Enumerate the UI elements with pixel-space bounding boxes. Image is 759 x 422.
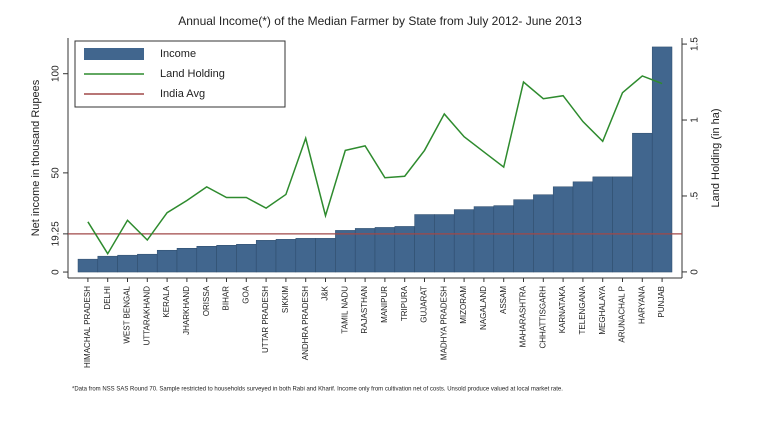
bar <box>354 228 376 273</box>
bar <box>216 245 237 273</box>
x-tick-label: ARUNACHAL P <box>618 286 627 343</box>
legend-swatch <box>84 48 144 60</box>
y-axis-title: Net income in thousand Rupees <box>30 79 42 236</box>
y2-tick-label: 1 <box>690 117 701 123</box>
line-series <box>87 75 663 256</box>
x-tick-label: NAGALAND <box>479 286 488 330</box>
y2-tick-label: .5 <box>690 191 701 200</box>
bar <box>612 176 633 273</box>
bar <box>552 186 574 273</box>
x-tick-label: GUJARAT <box>420 286 429 323</box>
x-tick-label: TAMIL NADU <box>340 286 349 334</box>
x-tick-label: MAHARASHTRA <box>519 285 528 347</box>
legend-label: Income <box>160 48 196 60</box>
x-tick-label: HIMACHAL PRADESH <box>83 286 92 368</box>
x-tick-label: MEGHALAYA <box>598 285 607 334</box>
x-tick-label: TRIPURA <box>400 285 409 321</box>
y2-tick-label: 1.5 <box>690 37 701 51</box>
bar <box>572 181 594 273</box>
x-tick-label: ORISSA <box>202 285 211 316</box>
x-tick-label: KARNATAKA <box>558 285 567 333</box>
footnote: *Data from NSS SAS Round 70. Sample rest… <box>72 387 563 393</box>
y-tick-label: 100 <box>51 65 62 82</box>
x-tick-label: GOA <box>241 285 250 303</box>
bar <box>592 176 613 273</box>
chart-title: Annual Income(*) of the Median Farmer by… <box>178 14 582 28</box>
x-tick-label: BIHAR <box>222 286 231 311</box>
bar <box>117 254 138 273</box>
x-tick-label: ANDHRA PRADESH <box>301 286 310 360</box>
y2-tick-label: 0 <box>690 269 701 275</box>
bar <box>77 258 99 273</box>
y-tick-label: 0 <box>51 269 62 275</box>
bar <box>156 249 178 273</box>
x-tick-label: TELENGANA <box>578 285 587 334</box>
x-tick-label: ASSAM <box>499 286 508 314</box>
x-tick-label: PUNJAB <box>657 286 666 318</box>
legend-label: Land Holding <box>160 68 225 80</box>
bar <box>434 214 455 273</box>
bar <box>137 253 158 273</box>
x-tick-label: RAJASTHAN <box>360 286 369 334</box>
x-tick-label: UTTARAKHAND <box>142 286 151 346</box>
bar <box>493 205 514 273</box>
y2-axis-title: Land Holding (in ha) <box>710 108 722 207</box>
x-tick-label: JHARKHAND <box>182 286 191 335</box>
x-tick-label: CHHATTISGARH <box>538 286 547 349</box>
bar <box>453 209 475 273</box>
x-tick-label: HARYANA <box>637 285 646 324</box>
bar <box>176 247 198 273</box>
bar <box>97 255 118 273</box>
y-tick-label: 50 <box>51 167 62 179</box>
bar <box>513 199 534 273</box>
x-tick-label: J&K <box>321 285 330 300</box>
bar <box>295 238 316 273</box>
bar <box>196 246 217 273</box>
x-tick-label: MANIPUR <box>380 286 389 323</box>
x-tick-label: MADHYA PRADESH <box>439 286 448 360</box>
y-tick-label: 19.25 <box>51 221 62 246</box>
x-tick-label: SIKKIM <box>281 286 290 313</box>
x-tick-label: UTTAR PRADESH <box>261 286 270 353</box>
bar <box>236 244 257 273</box>
x-tick-label: MIZORAM <box>459 286 468 324</box>
bar <box>275 239 297 273</box>
bar <box>473 206 495 273</box>
bar <box>632 132 653 273</box>
bar <box>414 214 435 273</box>
bar <box>255 240 277 273</box>
x-tick-label: DELHI <box>103 286 112 310</box>
x-tick-label: KERALA <box>162 285 171 317</box>
bar <box>335 230 356 273</box>
bar <box>315 238 336 273</box>
x-tick-label: WEST BENGAL <box>123 285 132 343</box>
legend-label: India Avg <box>160 88 205 100</box>
bar <box>651 46 673 273</box>
